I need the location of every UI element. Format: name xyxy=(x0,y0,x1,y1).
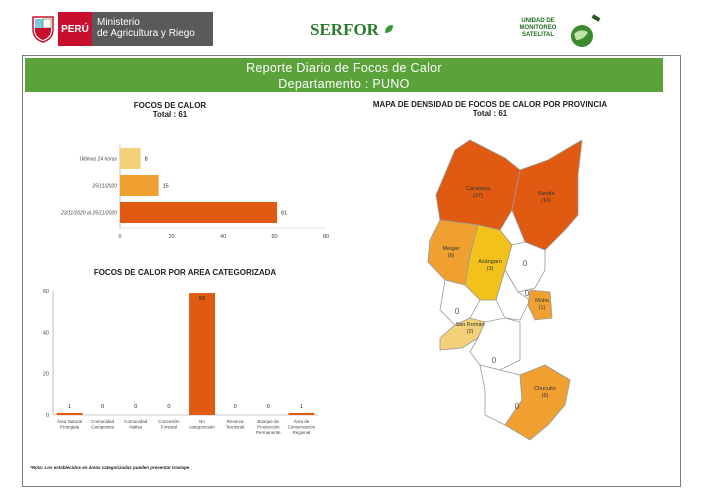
chart2-value-label: 0 xyxy=(234,404,237,410)
province-label: Moho (1) xyxy=(535,298,549,311)
chart2-value-label: 0 xyxy=(267,404,270,410)
chart1-x-tick: 80 xyxy=(323,234,329,240)
chart1-x-tick: 0 xyxy=(118,234,121,240)
serfor-text: SERFOR xyxy=(310,20,379,39)
chart1-category-label: 23/11/2020 al 25/11/2020 xyxy=(60,211,117,217)
chart1-bar xyxy=(120,148,141,169)
province-zero-label: 0 xyxy=(523,259,528,268)
ministry-line1: Ministerio xyxy=(97,17,140,28)
unidad-monitoreo: UNIDAD DE MONITOREO SATELITAL xyxy=(508,18,568,39)
header: PERÚ Ministerio de Agricultura y Riego S… xyxy=(0,0,702,52)
chart1-value-label: 61 xyxy=(281,211,287,217)
chart2-category-label: Concesión Forestal xyxy=(158,419,180,430)
chart1-bar xyxy=(120,202,278,223)
province-san-roman xyxy=(439,317,486,351)
chart1-value-label: 15 xyxy=(163,184,169,190)
ministry-line2: de Agricultura y Riego xyxy=(97,28,195,39)
chart1-x-tick: 20 xyxy=(168,234,174,240)
unidad-line1: UNIDAD DE xyxy=(521,18,555,24)
chart2-category-label: No categorizado xyxy=(189,419,215,430)
chart1-value-label: 8 xyxy=(145,157,148,163)
province-moho xyxy=(527,289,553,321)
ministry-logo: PERÚ Ministerio de Agricultura y Riego xyxy=(28,12,213,46)
chart2-title: FOCOS DE CALOR POR AREA CATEGORIZADA xyxy=(93,268,277,277)
province-label: Azángaro (3) xyxy=(478,259,502,272)
chart1-x-tick: 60 xyxy=(271,234,277,240)
chart2-value-label: 0 xyxy=(134,404,137,410)
chart2-category-label: Área Natural Protegida xyxy=(57,418,82,430)
province-zero-label: 0 xyxy=(515,402,520,411)
serfor-logo: SERFOR xyxy=(310,20,395,40)
province-label: Melgar (6) xyxy=(443,246,460,259)
chart1-x-tick: 40 xyxy=(220,234,226,240)
chart2-bar xyxy=(189,293,216,415)
chart1-subtitle: Total : 61 xyxy=(152,110,188,119)
chart1-title: FOCOS DE CALOR Total : 61 xyxy=(95,101,245,119)
chart2-category-label: Comunidad Nativa xyxy=(124,419,148,430)
chart2-y-tick: 60 xyxy=(43,289,49,295)
chart2-category-label: Bosque de Producción Permanente xyxy=(256,419,281,435)
report-frame xyxy=(22,55,681,487)
satellite-globe-icon xyxy=(571,14,601,47)
chart2-y-tick: 20 xyxy=(43,372,49,378)
unidad-line2: MONITOREO xyxy=(519,25,557,31)
chart2-value-label: 0 xyxy=(101,404,104,410)
chart2-bar xyxy=(288,412,315,415)
province-label: Chucuito (6) xyxy=(534,386,556,399)
chart1-category-label: 25/11/2020 xyxy=(91,184,117,190)
province-label: San Román (2) xyxy=(455,322,484,335)
chart2-y-tick: 40 xyxy=(43,330,49,336)
map-subtitle: Total : 61 xyxy=(472,109,508,118)
province-chucuito xyxy=(504,364,571,441)
province-sandia xyxy=(511,139,583,251)
chart1-bar xyxy=(120,175,159,196)
province-zero-label: 0 xyxy=(492,356,497,365)
chart2-category-label: Área de Conservación Regional xyxy=(288,418,316,435)
footnote: *Nota: Los establecidos en áreas categor… xyxy=(30,465,190,470)
map-title-text: MAPA DE DENSIDAD DE FOCOS DE CALOR POR P… xyxy=(372,100,608,109)
chart1-category-label: Últimas 24 horas xyxy=(79,156,117,163)
province-zero-label: 0 xyxy=(455,307,460,316)
chart2-category-label: Reserva Territorial xyxy=(226,419,245,430)
map-title: MAPA DE DENSIDAD DE FOCOS DE CALOR POR P… xyxy=(355,100,625,118)
province-label: Sandia (14) xyxy=(537,191,555,204)
peru-label: PERÚ xyxy=(58,12,92,46)
ministry-name: Ministerio de Agricultura y Riego xyxy=(92,12,213,46)
chart2-value-label: 1 xyxy=(300,404,303,410)
unidad-line3: SATELITAL xyxy=(521,32,555,38)
report-banner: Reporte Diario de Focos de Calor Departa… xyxy=(25,58,663,92)
chart2-category-label: Comunidad Campesina xyxy=(91,419,115,430)
chart2-value-label: 59 xyxy=(199,296,205,302)
serfor-leaf-icon xyxy=(385,25,394,33)
province-carabaya xyxy=(435,139,521,231)
banner-title: Reporte Diario de Focos de Calor xyxy=(246,61,442,75)
province-label: Carabaya (27) xyxy=(466,186,491,199)
chart2-y-tick: 0 xyxy=(46,413,49,419)
banner-department: Departamento : PUNO xyxy=(278,77,410,91)
province-zero-label: 0 xyxy=(525,289,530,298)
chart2-value-label: 1 xyxy=(68,404,71,410)
peru-shield-icon xyxy=(28,12,58,46)
chart1-title-text: FOCOS DE CALOR xyxy=(133,101,207,110)
chart2-bar xyxy=(56,412,83,415)
chart2-value-label: 0 xyxy=(167,404,170,410)
